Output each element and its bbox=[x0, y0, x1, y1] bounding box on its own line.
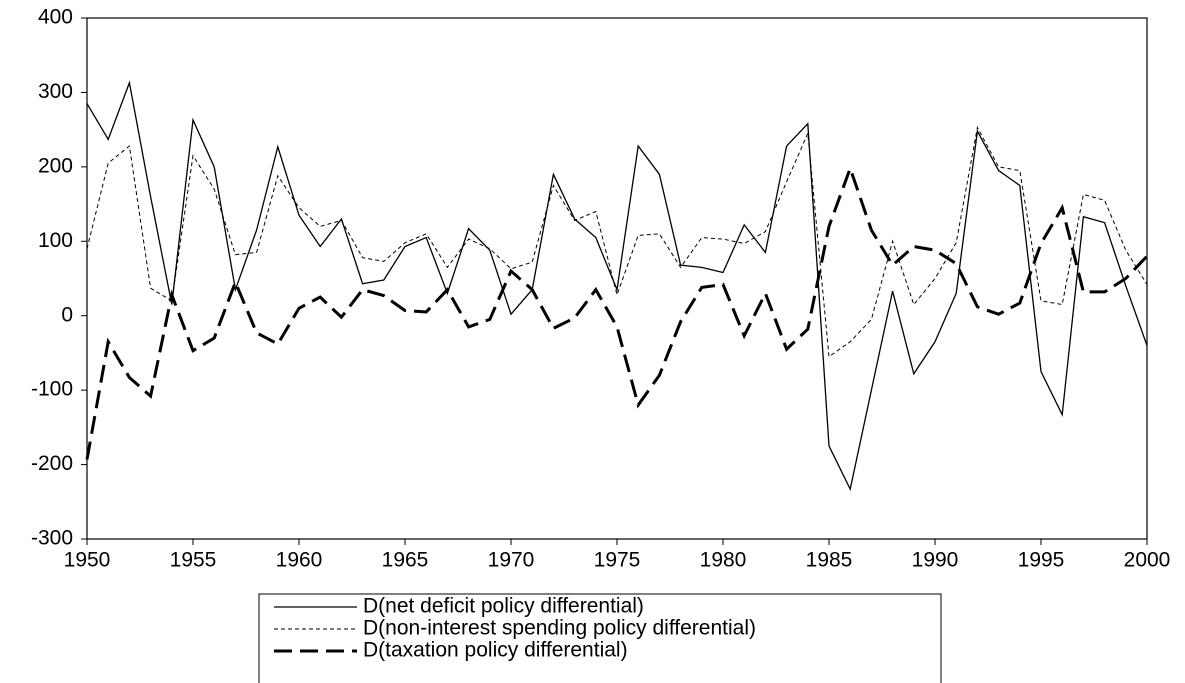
series-line bbox=[86, 125, 1148, 358]
y-tick-label: -100 bbox=[31, 378, 73, 401]
x-tick-label: 1990 bbox=[912, 549, 959, 572]
y-tick-label: -300 bbox=[31, 527, 73, 550]
legend-label: D(taxation policy differential) bbox=[363, 639, 628, 662]
x-tick-label: 1970 bbox=[488, 549, 535, 572]
x-tick-label: 1955 bbox=[170, 549, 217, 572]
x-tick-label: 1950 bbox=[64, 549, 111, 572]
y-tick-label: 0 bbox=[61, 303, 73, 326]
y-tick-label: 200 bbox=[38, 154, 73, 177]
y-tick-label: 400 bbox=[38, 6, 73, 29]
series-line bbox=[85, 163, 1149, 460]
legend-label: D(non-interest spending policy different… bbox=[363, 617, 756, 640]
legend-label: D(net deficit policy differential) bbox=[363, 595, 644, 618]
x-tick-label: 1965 bbox=[382, 549, 429, 572]
x-tick-label: 1980 bbox=[700, 549, 747, 572]
y-tick-label: 100 bbox=[38, 229, 73, 252]
y-tick-label: -200 bbox=[31, 452, 73, 475]
plot-frame bbox=[86, 17, 1148, 540]
x-tick-label: 1975 bbox=[594, 549, 641, 572]
x-tick-label: 1995 bbox=[1018, 549, 1065, 572]
x-tick-label: 1960 bbox=[276, 549, 323, 572]
y-tick-label: 300 bbox=[38, 80, 73, 103]
x-tick-label: 1985 bbox=[806, 549, 853, 572]
x-tick-label: 2000 bbox=[1124, 549, 1171, 572]
legend-box bbox=[258, 593, 942, 683]
series-line bbox=[86, 80, 1148, 492]
